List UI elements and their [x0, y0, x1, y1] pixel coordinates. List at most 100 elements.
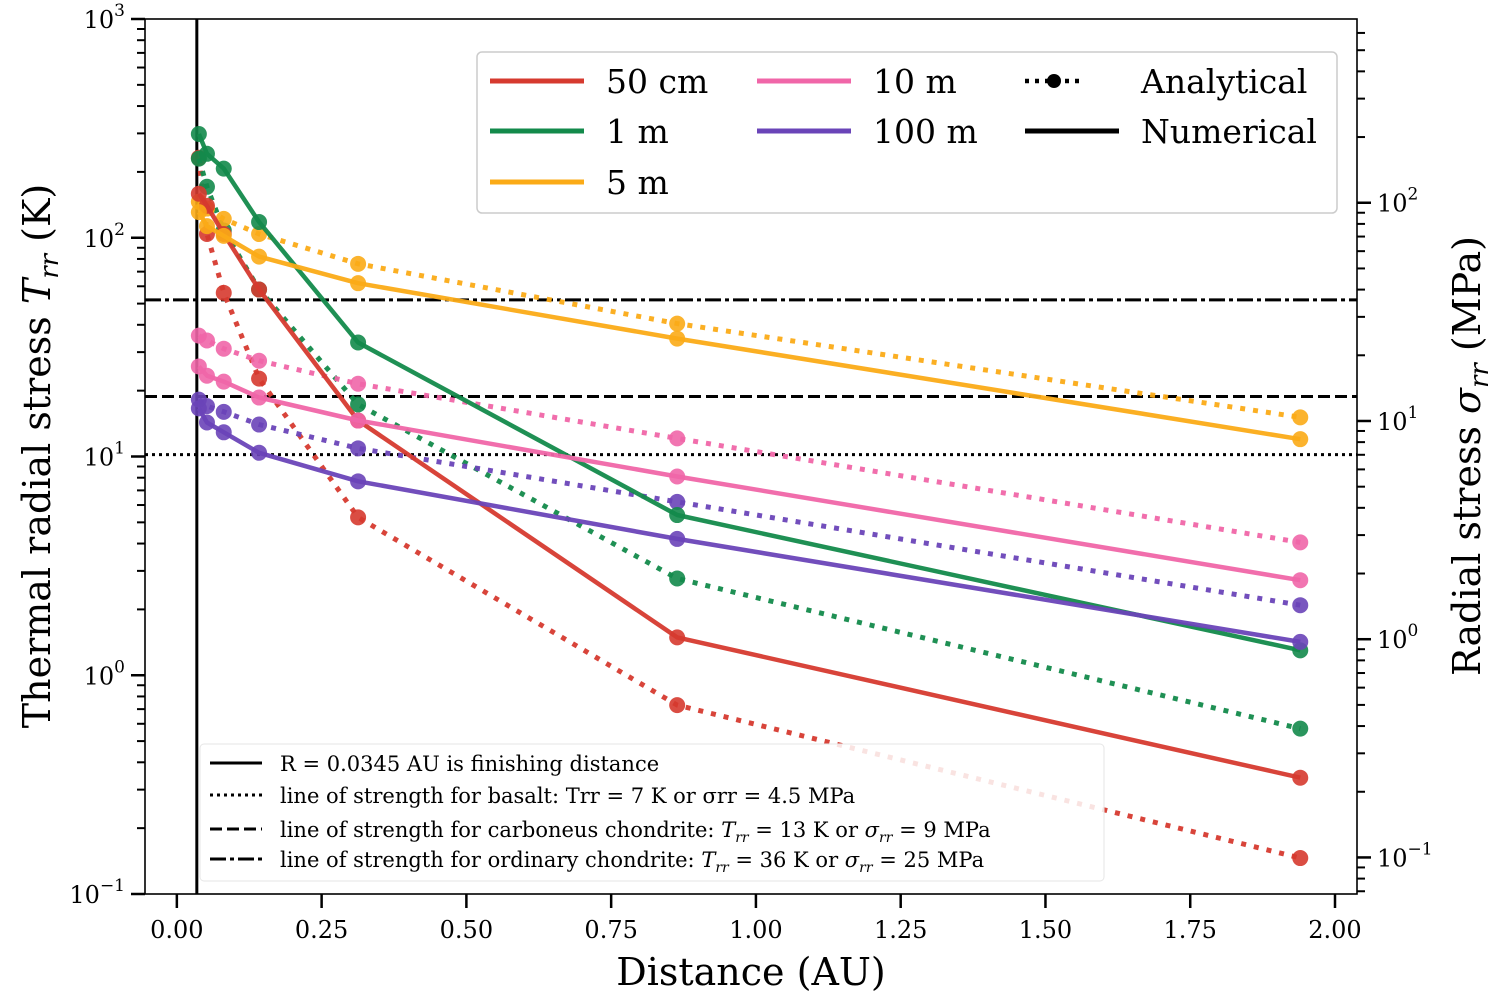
- data-point-10-m-numerical: [198, 367, 215, 384]
- data-point-10-m-analytical: [1292, 534, 1309, 551]
- x-tick-label: 1.75: [1164, 916, 1217, 944]
- data-point-100-m-numerical: [198, 414, 215, 431]
- data-point-10-m-analytical: [350, 375, 367, 392]
- data-point-5-m-numerical: [669, 330, 686, 347]
- y-tick-label: 100: [1377, 621, 1418, 654]
- data-point-50-cm-analytical: [350, 509, 367, 526]
- data-point-10-m-analytical: [251, 352, 268, 369]
- y-tick-label: 102: [1377, 185, 1418, 218]
- data-point-5-m-numerical: [350, 275, 367, 292]
- legend-label: 100 m: [873, 112, 978, 151]
- data-point-100-m-analytical: [1292, 597, 1309, 614]
- legend-basalt-label: line of strength for basalt: Trr = 7 K o…: [280, 784, 855, 808]
- legend-main-frame: [476, 51, 1338, 214]
- data-point-1-m-numerical: [669, 507, 686, 524]
- data-point-10-m-numerical: [215, 373, 232, 390]
- data-point-100-m-numerical: [350, 473, 367, 490]
- data-point-1-m-numerical: [251, 214, 268, 231]
- data-point-1-m-numerical: [215, 160, 232, 177]
- data-point-50-cm-numerical: [251, 281, 268, 298]
- legend-swatch-marker: [1047, 74, 1061, 88]
- legend-label: 50 cm: [606, 62, 708, 101]
- data-point-100-m-analytical: [669, 493, 686, 510]
- y-tick-label: 10−1: [1377, 839, 1433, 872]
- data-point-50-cm-numerical: [669, 629, 686, 646]
- data-point-50-cm-numerical: [190, 185, 207, 202]
- series-100-m-numerical: [190, 400, 1309, 650]
- legend-entry-numerical: Numerical: [1025, 112, 1317, 151]
- legend-entry-5-m: 5 m: [490, 163, 669, 202]
- legend-entry-analytical: Analytical: [1025, 62, 1307, 101]
- legend-carbonaceous-label: line of strength for carboneus chondrite…: [280, 818, 991, 846]
- data-point-100-m-numerical: [669, 530, 686, 547]
- y-tick-label: 10−1: [69, 876, 125, 909]
- data-point-1-m-numerical: [198, 145, 215, 162]
- legend-entry-1-m: 1 m: [490, 112, 669, 151]
- legend-finishing-distance-label: R = 0.0345 AU is finishing distance: [280, 752, 659, 776]
- data-point-5-m-numerical: [198, 218, 215, 235]
- data-point-100-m-analytical: [350, 440, 367, 457]
- x-tick-label: 0.00: [150, 916, 203, 944]
- data-point-1-m-numerical: [190, 126, 207, 143]
- x-axis-title: Distance (AU): [616, 950, 886, 994]
- legend-entry-100-m: 100 m: [757, 112, 978, 151]
- legend-ordinary-label: line of strength for ordinary chondrite:…: [280, 848, 984, 876]
- legend-lines-frame: [199, 743, 1105, 882]
- legend-label: 10 m: [873, 62, 957, 101]
- data-point-100-m-numerical: [190, 400, 207, 417]
- series-5-m-numerical: [190, 204, 1309, 448]
- data-point-100-m-numerical: [215, 424, 232, 441]
- legend-main: 50 cm 1 m 5 m 10 m 100 m Analytical Numerical: [476, 51, 1338, 214]
- data-point-50-cm-analytical: [215, 284, 232, 301]
- x-tick-label: 1.50: [1019, 916, 1072, 944]
- data-point-1-m-analytical: [669, 570, 686, 587]
- data-point-50-cm-numerical: [1292, 769, 1309, 786]
- data-point-100-m-analytical: [215, 403, 232, 420]
- y-axis-title-right: Radial stress σrr (MPa): [1445, 236, 1495, 676]
- data-point-50-cm-analytical: [1292, 850, 1309, 867]
- legend-label: 1 m: [606, 112, 669, 151]
- legend-entry-10-m: 10 m: [757, 62, 957, 101]
- data-point-5-m-numerical: [190, 204, 207, 221]
- y-tick-label: 101: [84, 439, 125, 472]
- data-point-10-m-analytical: [215, 340, 232, 357]
- series-layer: [190, 126, 1309, 867]
- y-tick-label: 103: [84, 1, 125, 34]
- data-point-100-m-analytical: [251, 416, 268, 433]
- series-10-m-analytical: [190, 327, 1309, 551]
- data-point-50-cm-analytical: [669, 697, 686, 714]
- data-point-10-m-numerical: [350, 412, 367, 429]
- data-point-10-m-numerical: [1292, 572, 1309, 589]
- data-point-5-m-numerical: [251, 248, 268, 265]
- series-line-100-m-analytical: [197, 397, 1301, 608]
- x-tick-label: 2.00: [1308, 916, 1361, 944]
- x-tick-label: 0.50: [440, 916, 493, 944]
- data-point-10-m-numerical: [251, 389, 268, 406]
- series-100-m-analytical: [190, 391, 1309, 614]
- data-point-100-m-numerical: [1292, 633, 1309, 650]
- legend-label: 5 m: [606, 163, 669, 202]
- y-axis-right: 10−1 100 101 102: [1357, 31, 1433, 893]
- data-point-5-m-numerical: [215, 227, 232, 244]
- series-10-m-numerical: [190, 358, 1309, 589]
- x-axis: 0.00 0.25 0.50 0.75 1.00 1.25 1.50 1.75 2.00: [150, 894, 1362, 944]
- legend-label: Analytical: [1140, 62, 1307, 101]
- legend-entry-50-cm: 50 cm: [490, 62, 708, 101]
- data-point-100-m-numerical: [251, 444, 268, 461]
- y-axis-title-left: Thermal radial stress Trr (K): [15, 184, 65, 728]
- series-line-10-m-numerical: [197, 365, 1301, 583]
- y-axis-left: 10−1 100 101 102 103: [69, 1, 145, 909]
- x-tick-label: 0.75: [584, 916, 637, 944]
- data-point-1-m-numerical: [350, 334, 367, 351]
- legend-label: Numerical: [1141, 112, 1317, 151]
- x-tick-label: 1.25: [874, 916, 927, 944]
- data-point-5-m-analytical: [350, 255, 367, 272]
- y-tick-label: 102: [84, 220, 125, 253]
- data-point-10-m-numerical: [669, 468, 686, 485]
- data-point-10-m-analytical: [198, 332, 215, 349]
- y-tick-label: 101: [1377, 403, 1418, 436]
- x-tick-label: 0.25: [295, 916, 348, 944]
- x-tick-label: 1.00: [729, 916, 782, 944]
- y-tick-label: 100: [84, 657, 125, 690]
